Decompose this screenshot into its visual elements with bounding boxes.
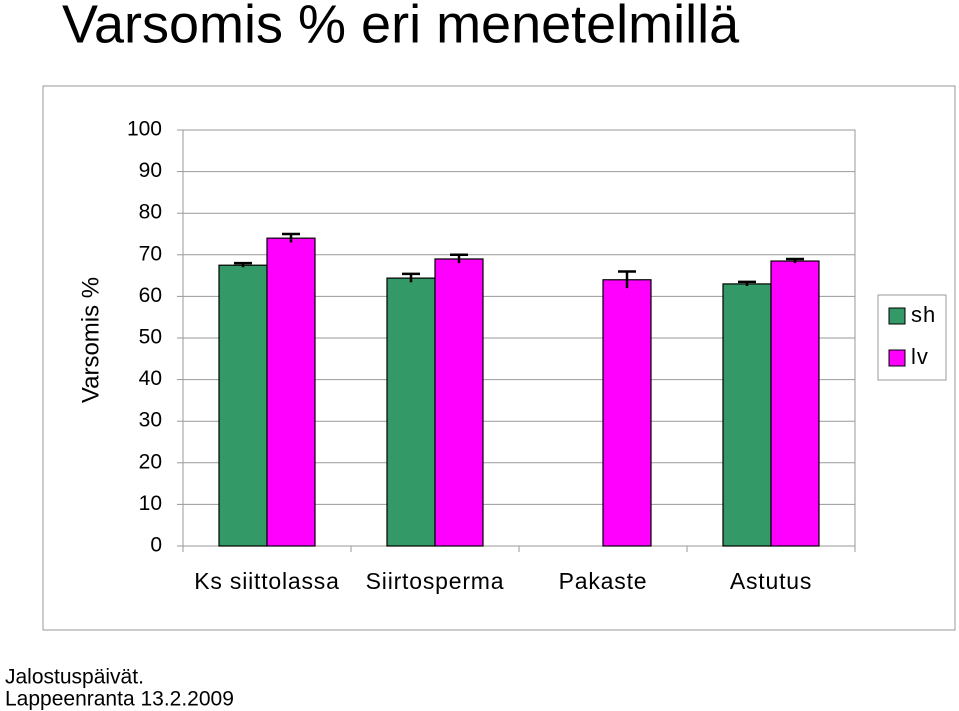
- bar: [434, 258, 484, 547]
- legend-swatch: [888, 307, 906, 325]
- error-bar: [234, 261, 252, 268]
- bar: [602, 279, 652, 547]
- y-tick-label: 70: [139, 242, 162, 265]
- error-bar: [786, 257, 804, 264]
- error-bar: [738, 280, 756, 286]
- y-tick-label: 50: [139, 326, 162, 349]
- chart-title: Varsomis % eri menetelmillä: [62, 0, 740, 54]
- y-tick-label: 0: [150, 534, 162, 557]
- y-tick-label: 80: [139, 201, 162, 224]
- x-tick-label: Pakaste: [559, 568, 648, 594]
- error-bar: [450, 253, 468, 264]
- footer-text: Lappeenranta 13.2.2009: [5, 688, 234, 711]
- bar: [386, 277, 436, 547]
- legend-label: sh: [911, 302, 936, 327]
- error-bar: [282, 232, 300, 243]
- x-tick-label: Astutus: [730, 568, 812, 594]
- y-tick-label: 20: [139, 450, 162, 473]
- bar: [218, 264, 268, 547]
- y-tick-label: 60: [139, 284, 162, 307]
- legend-swatch: [888, 349, 906, 367]
- y-tick-label: 30: [139, 409, 162, 432]
- bar: [770, 260, 820, 547]
- x-tick-label: Ks siittolassa: [194, 568, 339, 594]
- x-tick-label: Siirtosperma: [366, 568, 505, 594]
- y-tick-label: 100: [127, 118, 162, 141]
- error-bar: [402, 272, 420, 283]
- y-tick-label: 10: [139, 492, 162, 515]
- error-bar: [618, 270, 636, 289]
- legend-label: lv: [911, 344, 929, 369]
- y-tick-label: 90: [139, 159, 162, 182]
- footer-text: Jalostuspäivät.: [5, 666, 144, 689]
- bar: [266, 237, 316, 547]
- y-tick-label: 40: [139, 367, 162, 390]
- y-axis-label: Varsomis %: [77, 277, 104, 403]
- bar: [722, 283, 772, 547]
